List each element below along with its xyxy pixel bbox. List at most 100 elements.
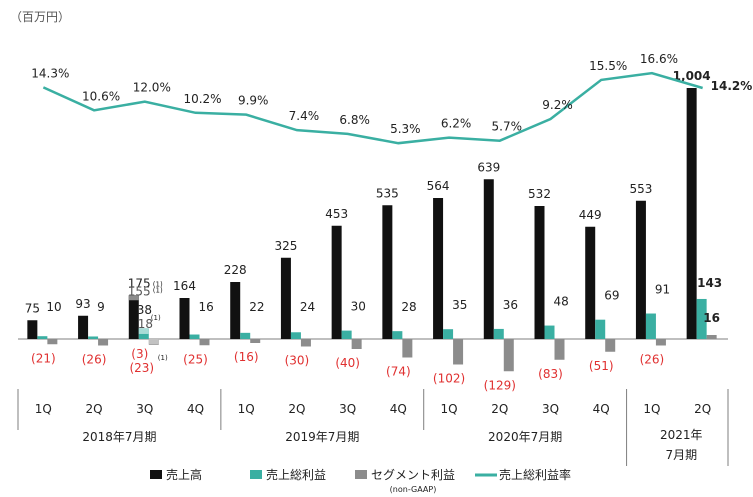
- gross-profit-value-label: 36: [503, 298, 518, 312]
- quarter-tick-label: 3Q: [542, 402, 559, 416]
- sales-bar: [686, 88, 697, 339]
- gross-margin-value-label: 5.3%: [390, 122, 421, 136]
- sales-value-label: 532: [528, 187, 551, 201]
- sales-value-label: 228: [224, 263, 247, 277]
- segment-profit-value-label: (102): [433, 372, 465, 386]
- quarter-tick-label: 2Q: [694, 402, 711, 416]
- segment-profit-value-label: (129): [484, 378, 516, 392]
- segment-profit-bar: [453, 339, 464, 365]
- quarter-tick-label: 4Q: [187, 402, 204, 416]
- sales-bar: [331, 225, 342, 339]
- legend-gross-margin-label: 売上総利益率: [499, 467, 571, 482]
- quarter-tick-label: 1Q: [643, 402, 660, 416]
- fiscal-year-label: 7月期: [665, 448, 697, 462]
- gross-margin-value-label: 6.8%: [339, 113, 370, 127]
- segment-profit-bar: [706, 335, 717, 339]
- segment-profit-value-label: (21): [31, 351, 56, 365]
- segment-profit-value-label: 16: [703, 311, 720, 325]
- gross-profit-sub-value-label: 18: [138, 317, 153, 331]
- sales-value-label: 175: [128, 276, 151, 290]
- gross-profit-bar: [88, 336, 99, 339]
- gross-profit-value-label: 143: [697, 276, 722, 290]
- segment-profit-bar: [98, 339, 109, 346]
- sales-value-label: 1,004: [673, 69, 711, 83]
- sales-sub-value-label: 155: [128, 284, 151, 298]
- fiscal-year-label: 2018年7月期: [82, 430, 156, 444]
- gross-profit-value-label: 91: [655, 283, 670, 297]
- gross-profit-sub-segment: [138, 328, 149, 334]
- gross-profit-bar: [696, 298, 707, 339]
- footnote-marker: (1): [151, 314, 161, 322]
- segment-profit-bar: [554, 339, 565, 360]
- gross-margin-value-label: 14.3%: [31, 66, 69, 80]
- fiscal-year-label: 2019年7月期: [285, 430, 359, 444]
- segment-profit-value-label: (51): [589, 359, 614, 373]
- segment-profit-bar: [250, 339, 261, 343]
- sales-bar: [433, 198, 444, 339]
- sales-value-label: 449: [579, 208, 602, 222]
- quarter-tick-label: 4Q: [390, 402, 407, 416]
- gross-profit-bar: [37, 336, 48, 339]
- segment-profit-bar: [47, 339, 58, 345]
- gross-profit-bar: [341, 330, 352, 339]
- gross-profit-value-label: 16: [199, 300, 214, 314]
- quarter-tick-label: 4Q: [593, 402, 610, 416]
- gross-profit-bar: [544, 325, 555, 339]
- legend-gross-profit-swatch: [250, 470, 262, 479]
- gross-profit-value-label: 35: [452, 298, 467, 312]
- gross-profit-value-label: 30: [351, 300, 366, 314]
- gross-profit-value-label: 24: [300, 300, 315, 314]
- sales-value-label: 325: [274, 239, 297, 253]
- sales-bar: [483, 179, 494, 339]
- gross-profit-bar: [240, 332, 251, 339]
- segment-profit-bar: [655, 339, 666, 346]
- gross-profit-bar: [645, 313, 656, 339]
- gross-profit-value-label: 10: [46, 300, 61, 314]
- segment-profit-value-label: (40): [335, 356, 360, 370]
- sales-value-label: 564: [427, 179, 450, 193]
- quarter-tick-label: 1Q: [238, 402, 255, 416]
- gross-profit-value-label: 48: [554, 295, 569, 309]
- gross-profit-bar: [189, 334, 200, 339]
- segment-profit-value-label: (30): [285, 354, 310, 368]
- segment-profit-value-label: (83): [538, 367, 563, 381]
- sales-sub-segment: [128, 295, 139, 301]
- footnote-marker: (1): [153, 280, 163, 288]
- sales-value-label: 164: [173, 279, 196, 293]
- segment-profit-value-label: (74): [386, 365, 411, 379]
- segment-profit-bar: [402, 339, 413, 358]
- segment-profit-value-label: (16): [234, 350, 259, 364]
- fiscal-year-label: 2021年: [660, 428, 703, 442]
- legend-segment-profit-swatch: [355, 470, 367, 479]
- gross-margin-value-label: 9.2%: [542, 98, 573, 112]
- sales-bar: [230, 282, 241, 339]
- sales-bar: [635, 200, 646, 339]
- gross-profit-value-label: 38: [137, 303, 152, 317]
- footnote-marker: (1): [158, 354, 168, 362]
- sales-bar: [27, 320, 38, 339]
- gross-profit-value-label: 9: [97, 300, 105, 314]
- segment-profit-value-label: (25): [183, 352, 208, 366]
- sales-bar: [78, 315, 89, 339]
- footnote-marker: (1): [153, 286, 163, 294]
- legend-gross-profit-label: 売上総利益: [266, 467, 326, 482]
- gross-profit-bar: [595, 319, 606, 339]
- segment-profit-sub-bar: [148, 339, 159, 344]
- segment-profit-bar: [605, 339, 616, 352]
- gross-profit-bar: [290, 332, 301, 339]
- legend-segment-profit-note: (non-GAAP): [390, 485, 437, 494]
- segment-profit-bar: [503, 339, 514, 372]
- gross-profit-value-label: 28: [401, 300, 416, 314]
- sales-value-label: 639: [477, 160, 500, 174]
- gross-profit-value-label: 69: [604, 289, 619, 303]
- segment-profit-bar: [351, 339, 362, 349]
- legend-segment-profit-label: セグメント利益: [371, 468, 455, 482]
- gross-margin-value-label: 16.6%: [640, 52, 678, 66]
- sales-bar: [585, 226, 596, 339]
- legend-sales-label: 売上高: [166, 467, 202, 482]
- sales-bar: [534, 206, 545, 339]
- segment-profit-bar: [199, 339, 210, 346]
- gross-margin-value-label: 10.6%: [82, 89, 120, 103]
- gross-margin-value-label: 5.7%: [492, 120, 523, 134]
